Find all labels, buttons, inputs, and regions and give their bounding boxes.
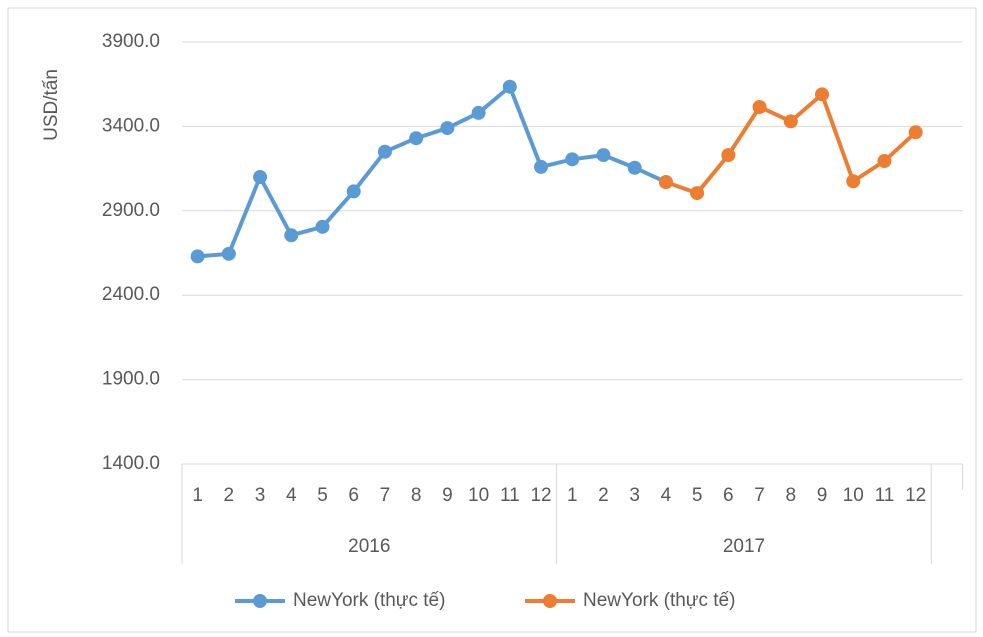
data-point	[284, 228, 299, 243]
data-point	[190, 249, 205, 264]
x-group-label: 2017	[723, 536, 765, 557]
data-point	[596, 148, 611, 163]
x-tick-label: 11	[500, 485, 520, 506]
data-point	[221, 246, 236, 261]
y-tick-label: 3400.0	[102, 115, 160, 136]
data-point	[627, 160, 642, 175]
series-line	[197, 84, 667, 259]
x-tick-label: 5	[317, 485, 328, 506]
data-point	[908, 125, 923, 140]
x-tick-label: 8	[786, 485, 797, 506]
x-group-label: 2016	[348, 536, 390, 557]
x-tick-label: 7	[754, 485, 765, 506]
data-point	[346, 184, 361, 199]
data-point	[471, 105, 486, 120]
y-tick-label: 1900.0	[102, 369, 160, 390]
x-tick-label: 10	[843, 485, 864, 506]
data-point	[721, 148, 736, 163]
x-tick-label: 6	[723, 485, 734, 506]
data-point	[846, 174, 861, 189]
x-tick-label: 8	[411, 485, 422, 506]
data-point	[440, 121, 455, 136]
data-point	[690, 186, 705, 201]
data-point	[315, 219, 330, 234]
data-point	[783, 114, 798, 129]
x-tick-label: 4	[286, 485, 297, 506]
x-tick-label: 12	[530, 485, 551, 506]
data-point	[658, 175, 673, 190]
data-point	[534, 159, 549, 174]
y-tick-label: 1400.0	[102, 453, 160, 474]
x-tick-label: 3	[629, 485, 640, 506]
x-tick-label: 4	[661, 485, 672, 506]
chart-border	[7, 7, 977, 633]
y-axis-label: USD/tấn	[41, 69, 62, 141]
x-tick-label: 5	[692, 485, 703, 506]
data-point	[409, 131, 424, 146]
data-point	[253, 170, 268, 185]
x-tick-label: 11	[875, 485, 895, 506]
data-point	[752, 99, 767, 114]
x-tick-label: 2	[598, 485, 609, 506]
x-tick-label: 9	[442, 485, 453, 506]
data-point	[815, 87, 830, 102]
data-point	[502, 79, 517, 94]
x-tick-label: 7	[380, 485, 391, 506]
x-tick-label: 10	[468, 485, 489, 506]
x-tick-label: 9	[817, 485, 828, 506]
x-tick-label: 12	[905, 485, 926, 506]
data-point	[377, 144, 392, 159]
legend-label: NewYork (thực tế)	[293, 590, 445, 611]
x-tick-label: 6	[348, 485, 359, 506]
y-tick-label: 3900.0	[102, 31, 160, 52]
legend-label: NewYork (thực tế)	[583, 590, 735, 611]
x-tick-label: 1	[192, 485, 203, 506]
x-tick-label: 3	[255, 485, 266, 506]
data-point	[565, 152, 580, 167]
y-tick-label: 2900.0	[102, 200, 160, 221]
legend-marker	[543, 594, 557, 608]
x-tick-label: 1	[567, 485, 578, 506]
data-point	[877, 154, 892, 169]
x-tick-label: 2	[224, 485, 235, 506]
legend-marker	[253, 594, 267, 608]
y-tick-label: 2400.0	[102, 284, 160, 305]
